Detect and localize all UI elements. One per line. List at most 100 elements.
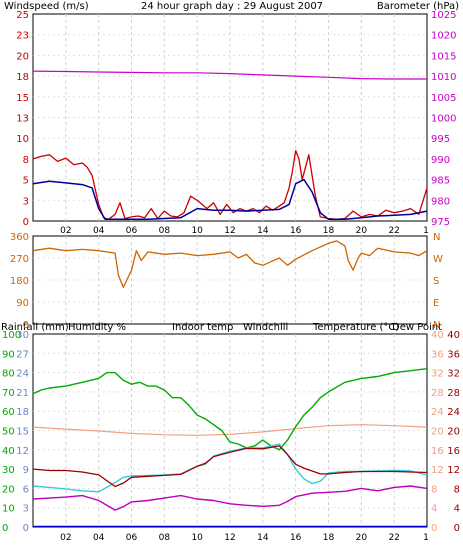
temperature-tick-label: 36 [447, 349, 460, 360]
rainfall-tick-label: 9 [23, 465, 29, 476]
indoor-temp-tick-label: 12 [431, 465, 444, 476]
x-tick-label: 18 [323, 226, 335, 236]
legend-indoor-temp: Indoor temp [172, 322, 233, 333]
indoor-temp-tick-label: 0 [431, 523, 437, 534]
x-tick-label: 08 [159, 226, 171, 236]
direction-tick-label: 180 [10, 276, 29, 287]
x-tick-label: 06 [126, 533, 138, 543]
rainfall-tick-label: 24 [16, 369, 29, 380]
indoor-temp-tick-label: 36 [431, 349, 444, 360]
compass-tick-label: N [433, 232, 440, 243]
tick-labels: 02 04 06 08 10 12 14 16 18 20 22 102 04 06 08 10 12 14 16 1… [2, 10, 460, 543]
compass-tick-label: S [433, 276, 439, 287]
humidity-tick-label: 100 [2, 330, 21, 341]
direction-tick-label: 270 [10, 254, 29, 265]
humidity-tick-label: 0 [2, 523, 8, 534]
x-tick-label: 12 [224, 226, 235, 236]
x-tick-label: 20 [356, 533, 368, 543]
indoor-temp-line [32, 424, 428, 436]
x-tick-label: 16 [290, 533, 302, 543]
barometer-tick-label: 980 [431, 196, 450, 207]
temperature-tick-label: 12 [447, 465, 460, 476]
humidity-tick-label: 30 [2, 465, 15, 476]
humidity-tick-label: 50 [2, 427, 15, 438]
windspeed-tick-label: 25 [16, 10, 29, 21]
rainfall-tick-label: 18 [16, 407, 29, 418]
windspeed-tick-label: 0 [23, 217, 29, 228]
compass-tick-label: E [433, 298, 439, 309]
x-tick-label: 22 [388, 226, 399, 236]
indoor-temp-tick-label: 24 [431, 407, 444, 418]
barometer-tick-label: 975 [431, 217, 450, 228]
humidity-tick-label: 20 [2, 484, 15, 495]
legend-temperature: Temperature (°C) [312, 322, 399, 333]
x-tick-label: 14 [257, 533, 269, 543]
x-tick-label: 1 [423, 533, 429, 543]
rainfall-tick-label: 15 [16, 427, 29, 438]
rainfall-tick-label: 3 [23, 504, 29, 515]
rainfall-tick-label: 27 [16, 349, 29, 360]
x-tick-label: 06 [126, 226, 138, 236]
x-tick-label: 04 [93, 226, 105, 236]
x-tick-label: 1 [423, 226, 429, 236]
rainfall-tick-label: 30 [16, 330, 29, 341]
barometer-tick-label: 990 [431, 155, 450, 166]
average-windspeed-line [32, 178, 428, 221]
temperature-tick-label: 16 [447, 446, 460, 457]
barometer-tick-label: 1015 [431, 51, 456, 62]
windspeed-tick-label: 10 [16, 134, 29, 145]
barometer-tick-label: 985 [431, 176, 450, 187]
humidity-line [32, 368, 428, 451]
rainfall-tick-label: 12 [16, 446, 29, 457]
compass-tick-label: N [433, 320, 440, 331]
wind-direction-line [32, 240, 428, 288]
legend-dew-point: Dew Point [392, 322, 442, 333]
temperature-tick-label: 8 [454, 484, 460, 495]
barometer-tick-label: 995 [431, 134, 450, 145]
rainfall-tick-label: 21 [16, 388, 29, 399]
legend-humidity: Humidity % [68, 322, 126, 333]
dew-point-line [32, 485, 428, 511]
x-tick-label: 02 [60, 226, 71, 236]
x-tick-label: 18 [323, 533, 335, 543]
rainfall-tick-label: 6 [23, 484, 29, 495]
indoor-temp-tick-label: 4 [431, 504, 437, 515]
x-tick-label: 12 [224, 533, 235, 543]
rainfall-tick-label: 0 [23, 523, 29, 534]
barometer-tick-label: 1005 [431, 93, 456, 104]
x-tick-label: 16 [290, 226, 302, 236]
x-tick-label: 02 [60, 533, 71, 543]
temperature-line [32, 445, 428, 488]
barometer-tick-label: 1000 [431, 114, 456, 125]
barometer-tick-label: 1010 [431, 72, 456, 83]
direction-tick-label: 90 [16, 298, 29, 309]
humidity-tick-label: 80 [2, 369, 15, 380]
compass-tick-label: W [433, 254, 443, 265]
x-tick-label: 08 [159, 533, 171, 543]
temperature-tick-label: 40 [447, 330, 460, 341]
barometer-line [32, 70, 427, 80]
windspeed-tick-label: 23 [16, 31, 29, 42]
windspeed-tick-label: 5 [23, 176, 29, 187]
humidity-tick-label: 90 [2, 349, 15, 360]
temperature-tick-label: 0 [454, 523, 460, 534]
series-lines [32, 70, 428, 528]
temperature-tick-label: 24 [447, 407, 460, 418]
indoor-temp-tick-label: 28 [431, 388, 444, 399]
x-tick-label: 10 [191, 226, 203, 236]
windspeed-tick-label: 15 [16, 93, 29, 104]
direction-tick-label: 0 [23, 320, 29, 331]
barometer-axis-label: Barometer (hPa) [377, 1, 459, 12]
x-tick-label: 20 [356, 226, 368, 236]
x-tick-label: 10 [191, 533, 203, 543]
humidity-tick-label: 40 [2, 446, 15, 457]
indoor-temp-tick-label: 40 [431, 330, 444, 341]
x-tick-label: 22 [388, 533, 399, 543]
windspeed-tick-label: 13 [16, 114, 29, 125]
humidity-tick-label: 10 [2, 504, 15, 515]
x-tick-label: 14 [257, 226, 269, 236]
humidity-tick-label: 70 [2, 388, 15, 399]
windspeed-tick-label: 18 [16, 72, 29, 83]
